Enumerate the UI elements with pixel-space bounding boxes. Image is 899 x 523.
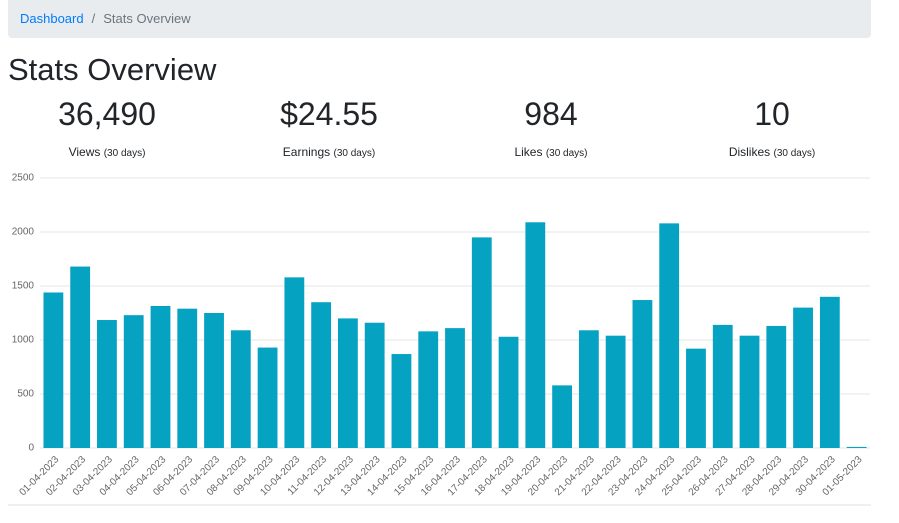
bar bbox=[337, 318, 358, 448]
stat-name: Views bbox=[68, 145, 101, 159]
page-title: Stats Overview bbox=[8, 52, 217, 87]
stat-value: 984 bbox=[524, 96, 578, 132]
bar bbox=[739, 335, 760, 448]
stat-value: 10 bbox=[754, 96, 790, 132]
breadcrumb-separator: / bbox=[91, 11, 96, 26]
bar bbox=[712, 324, 733, 448]
bar bbox=[846, 446, 867, 448]
stat-value: 36,490 bbox=[58, 96, 156, 132]
bar bbox=[311, 302, 332, 448]
bar bbox=[177, 308, 198, 448]
bar bbox=[284, 277, 305, 448]
bar bbox=[364, 322, 385, 448]
y-tick-label: 0 bbox=[28, 443, 34, 454]
bar bbox=[70, 266, 91, 448]
bar bbox=[498, 336, 519, 448]
bar bbox=[123, 315, 144, 448]
bar bbox=[230, 330, 251, 448]
bar bbox=[552, 385, 573, 448]
bar bbox=[525, 222, 546, 448]
stat-label: Views (30 days) bbox=[0, 145, 217, 159]
bar bbox=[418, 331, 439, 448]
y-tick-label: 1000 bbox=[12, 335, 35, 346]
stat-label: Earnings (30 days) bbox=[219, 145, 439, 159]
y-tick-label: 1500 bbox=[12, 281, 35, 292]
bar bbox=[97, 320, 117, 448]
stat-label: Likes (30 days) bbox=[441, 145, 661, 159]
y-tick-label: 2000 bbox=[12, 227, 35, 238]
breadcrumb-link[interactable]: Dashboard bbox=[20, 11, 84, 26]
stat-value: $24.55 bbox=[280, 96, 378, 132]
stat-period: (30 days) bbox=[773, 148, 816, 159]
chart: 0500100015002000250001-04-202302-04-2023… bbox=[8, 173, 871, 506]
stat-period: (30 days) bbox=[333, 148, 376, 159]
bar bbox=[578, 330, 599, 448]
stat-period: (30 days) bbox=[103, 148, 146, 159]
bar bbox=[605, 335, 626, 448]
stat-period: (30 days) bbox=[545, 148, 588, 159]
stat-name: Likes bbox=[514, 145, 543, 159]
bar bbox=[659, 223, 680, 448]
bar bbox=[43, 292, 64, 448]
breadcrumb: Dashboard / Stats Overview bbox=[8, 0, 871, 38]
bar bbox=[204, 313, 224, 448]
y-tick-label: 500 bbox=[17, 389, 34, 400]
breadcrumb-current: Stats Overview bbox=[103, 11, 191, 26]
bar bbox=[391, 354, 412, 448]
stat-name: Earnings bbox=[282, 145, 331, 159]
stat-label: Dislikes (30 days) bbox=[662, 145, 882, 159]
stat: $24.55 Earnings (30 days) bbox=[219, 96, 439, 159]
stat: 984 Likes (30 days) bbox=[441, 96, 661, 159]
bar bbox=[445, 328, 465, 448]
bar bbox=[257, 347, 278, 448]
stat: 36,490 Views (30 days) bbox=[0, 96, 217, 159]
bar bbox=[632, 300, 653, 448]
bar bbox=[766, 325, 787, 448]
bar bbox=[686, 348, 706, 448]
bar bbox=[793, 307, 813, 448]
bar bbox=[150, 305, 171, 448]
bar bbox=[819, 296, 840, 448]
stat: 10 Dislikes (30 days) bbox=[662, 96, 882, 159]
bar bbox=[471, 237, 492, 448]
stat-name: Dislikes bbox=[728, 145, 771, 159]
y-tick-label: 2500 bbox=[12, 173, 35, 184]
